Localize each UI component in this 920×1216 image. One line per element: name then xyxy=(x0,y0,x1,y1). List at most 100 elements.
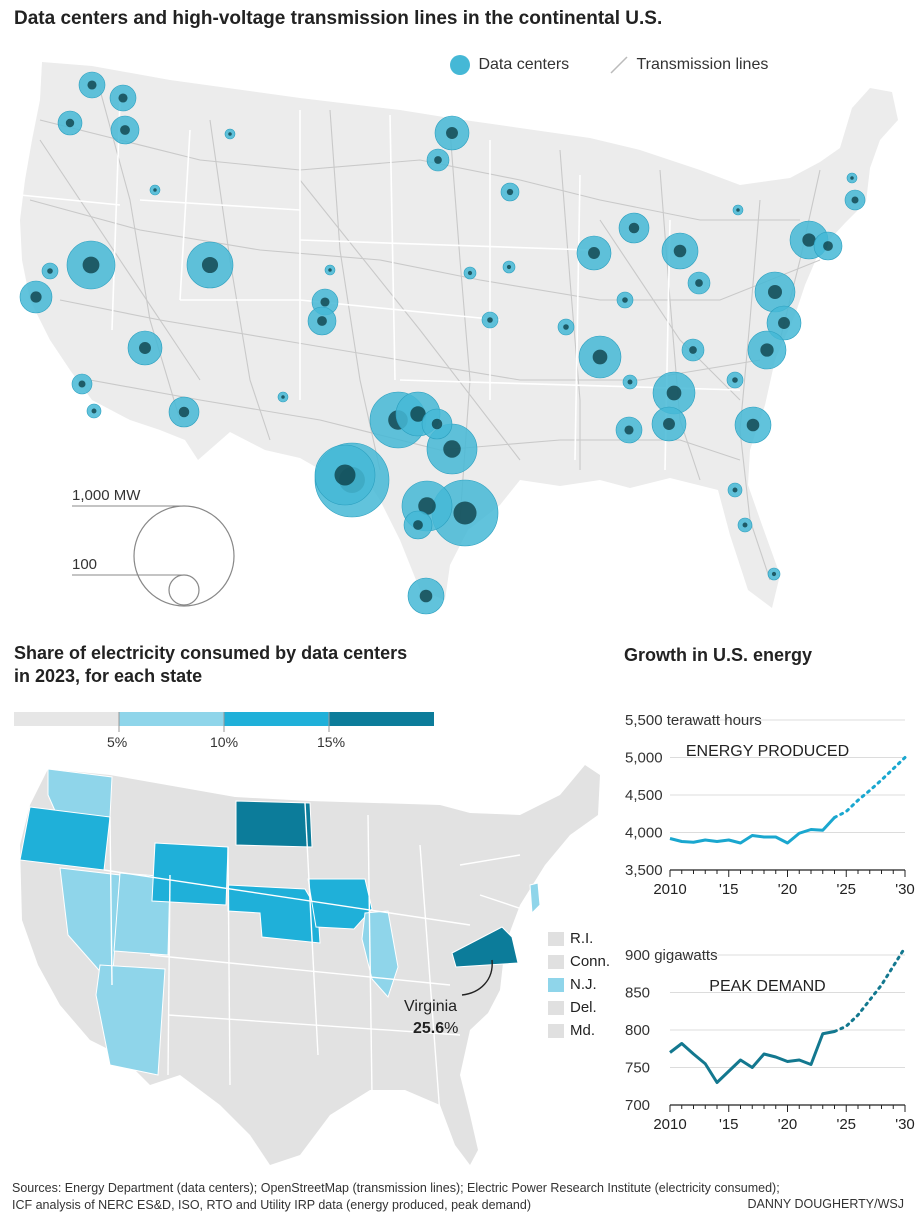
state-washington xyxy=(47,768,113,818)
y-tick-label: 700 xyxy=(625,1097,650,1114)
state-virginia xyxy=(451,926,519,968)
datacenter-core xyxy=(487,317,493,323)
projection-series-line xyxy=(833,946,907,1033)
datacenter-core xyxy=(91,408,97,414)
x-tick-label: '20 xyxy=(778,881,798,898)
datacenter-bubbles xyxy=(19,71,866,615)
x-tick-label: 2010 xyxy=(653,881,686,898)
datacenter-core xyxy=(563,324,569,330)
x-tick-label: '25 xyxy=(836,1116,856,1133)
scale-label-5: 5% xyxy=(107,734,127,750)
datacenter-core xyxy=(673,244,687,258)
peak-demand-chart: 700 750 800 850 900 gigawatts 2010 '15 '20 '25 '3… xyxy=(625,946,915,1133)
small-state-nj: N.J. xyxy=(548,976,610,999)
x-tick-label: '25 xyxy=(836,881,856,898)
datacenter-core xyxy=(418,497,436,515)
scale-swatch-0 xyxy=(14,712,119,726)
datacenter-core xyxy=(592,349,608,365)
share-color-scale: 5% 10% 15% xyxy=(14,712,434,750)
datacenter-core xyxy=(624,425,634,435)
us-map-share: Virginia 25.6% xyxy=(19,765,600,1165)
datacenter-core xyxy=(78,380,86,388)
datacenter-core xyxy=(334,464,356,486)
datacenter-core xyxy=(431,418,443,430)
state-borders-choropleth xyxy=(103,802,541,1116)
legend-data-centers: Data centers xyxy=(450,55,569,77)
datacenter-core xyxy=(778,317,790,329)
map-title: Data centers and high-voltage transmissi… xyxy=(14,8,663,29)
datacenter-core xyxy=(201,256,219,274)
datacenter-core xyxy=(446,127,458,139)
datacenter-core xyxy=(317,316,327,326)
small-state-md: Md. xyxy=(548,1022,610,1045)
legend-transmission-label: Transmission lines xyxy=(636,56,769,73)
x-tick-label: '20 xyxy=(778,1116,798,1133)
datacenter-core xyxy=(65,118,75,128)
datacenter-core xyxy=(139,342,151,354)
y-tick-label: 5,500 terawatt hours xyxy=(625,712,762,729)
legend-line-icon xyxy=(610,56,628,74)
datacenter-core xyxy=(768,285,782,299)
y-tick-label: 4,500 xyxy=(625,787,663,804)
datacenter-core xyxy=(506,264,512,270)
x-tick-label: 2010 xyxy=(653,1116,686,1133)
small-state-conn: Conn. xyxy=(548,953,610,976)
energy-produced-chart: 3,500 4,000 4,500 5,000 5,500 terawatt hours… xyxy=(625,712,915,898)
us-map-datacenters: 1,000 MW 100 xyxy=(19,62,898,615)
datacenter-core xyxy=(695,279,703,287)
legend-bubble-icon xyxy=(450,55,470,75)
x-tick-label: '30 xyxy=(895,881,915,898)
legend-data-centers-label: Data centers xyxy=(478,56,570,73)
series-title: PEAK DEMAND xyxy=(709,978,825,995)
datacenter-core xyxy=(760,343,774,357)
projection-series-line xyxy=(833,756,907,819)
y-tick-label: 5,000 xyxy=(625,750,663,767)
growth-title: Growth in U.S. energy xyxy=(624,645,813,665)
datacenter-core xyxy=(434,156,442,164)
legend-transmission-lines: Transmission lines xyxy=(608,55,768,77)
x-tick-label: '15 xyxy=(719,1116,739,1133)
state-illinois xyxy=(361,910,399,998)
datacenter-core xyxy=(443,440,461,458)
datacenter-core xyxy=(153,188,157,192)
datacenter-core xyxy=(823,241,833,251)
actual-series-line xyxy=(669,816,836,845)
y-tick-label: 4,000 xyxy=(625,825,663,842)
datacenter-core xyxy=(771,571,777,577)
datacenter-core xyxy=(850,176,854,180)
datacenter-core xyxy=(410,406,426,422)
virginia-callout-leader xyxy=(461,959,493,996)
size-legend-circle-large xyxy=(133,505,235,607)
datacenter-core xyxy=(82,256,100,274)
datacenter-core xyxy=(120,125,130,135)
virginia-callout-value: 25.6% xyxy=(413,1020,458,1037)
datacenter-core xyxy=(742,522,748,528)
small-states-legend: R.I. Conn. N.J. Del. Md. xyxy=(548,930,610,1045)
size-legend-label-small: 100 xyxy=(72,556,97,573)
small-state-del: Del. xyxy=(548,999,610,1022)
datacenter-core xyxy=(622,297,628,303)
series-title: ENERGY PRODUCED xyxy=(686,743,849,760)
datacenter-core xyxy=(663,418,675,430)
datacenter-core xyxy=(588,247,600,259)
datacenter-core xyxy=(30,291,42,303)
us-land-shape xyxy=(20,62,898,608)
datacenter-core xyxy=(666,385,682,401)
datacenter-core xyxy=(178,406,190,418)
sources-line-2: ICF analysis of NERC ES&D, ISO, RTO and … xyxy=(12,1198,531,1212)
datacenter-core xyxy=(506,188,514,196)
datacenter-core xyxy=(413,520,423,530)
state-oregon xyxy=(19,806,111,871)
datacenter-core xyxy=(802,233,816,247)
y-tick-label: 900 gigawatts xyxy=(625,947,718,964)
y-tick-label: 850 xyxy=(625,985,650,1002)
share-title-line2: in 2023, for each state xyxy=(14,666,203,686)
actual-series-line xyxy=(669,1030,835,1084)
x-tick-label: '30 xyxy=(895,1116,915,1133)
datacenter-core xyxy=(419,589,433,603)
credit: DANNY DOUGHERTY/WSJ xyxy=(747,1197,904,1211)
y-tick-label: 750 xyxy=(625,1060,650,1077)
datacenter-core xyxy=(732,377,738,383)
sources-note: Sources: Energy Department (data centers… xyxy=(12,1180,780,1214)
state-wyoming xyxy=(151,842,229,906)
